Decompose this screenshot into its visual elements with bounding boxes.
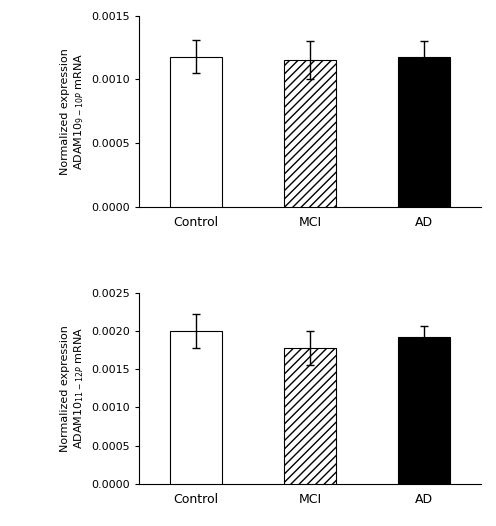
Bar (284, 60, 336, 207)
Bar (398, 56, 450, 207)
Bar (398, 337, 450, 484)
Bar (284, 348, 336, 484)
Y-axis label: Normalized expression
ADAM10$_{11-12P}$ mRNA: Normalized expression ADAM10$_{11-12P}$ … (60, 325, 85, 452)
Y-axis label: Normalized expression
ADAM10$_{9-10P}$ mRNA: Normalized expression ADAM10$_{9-10P}$ m… (60, 48, 86, 175)
Bar (170, 56, 222, 207)
Bar (170, 331, 222, 484)
